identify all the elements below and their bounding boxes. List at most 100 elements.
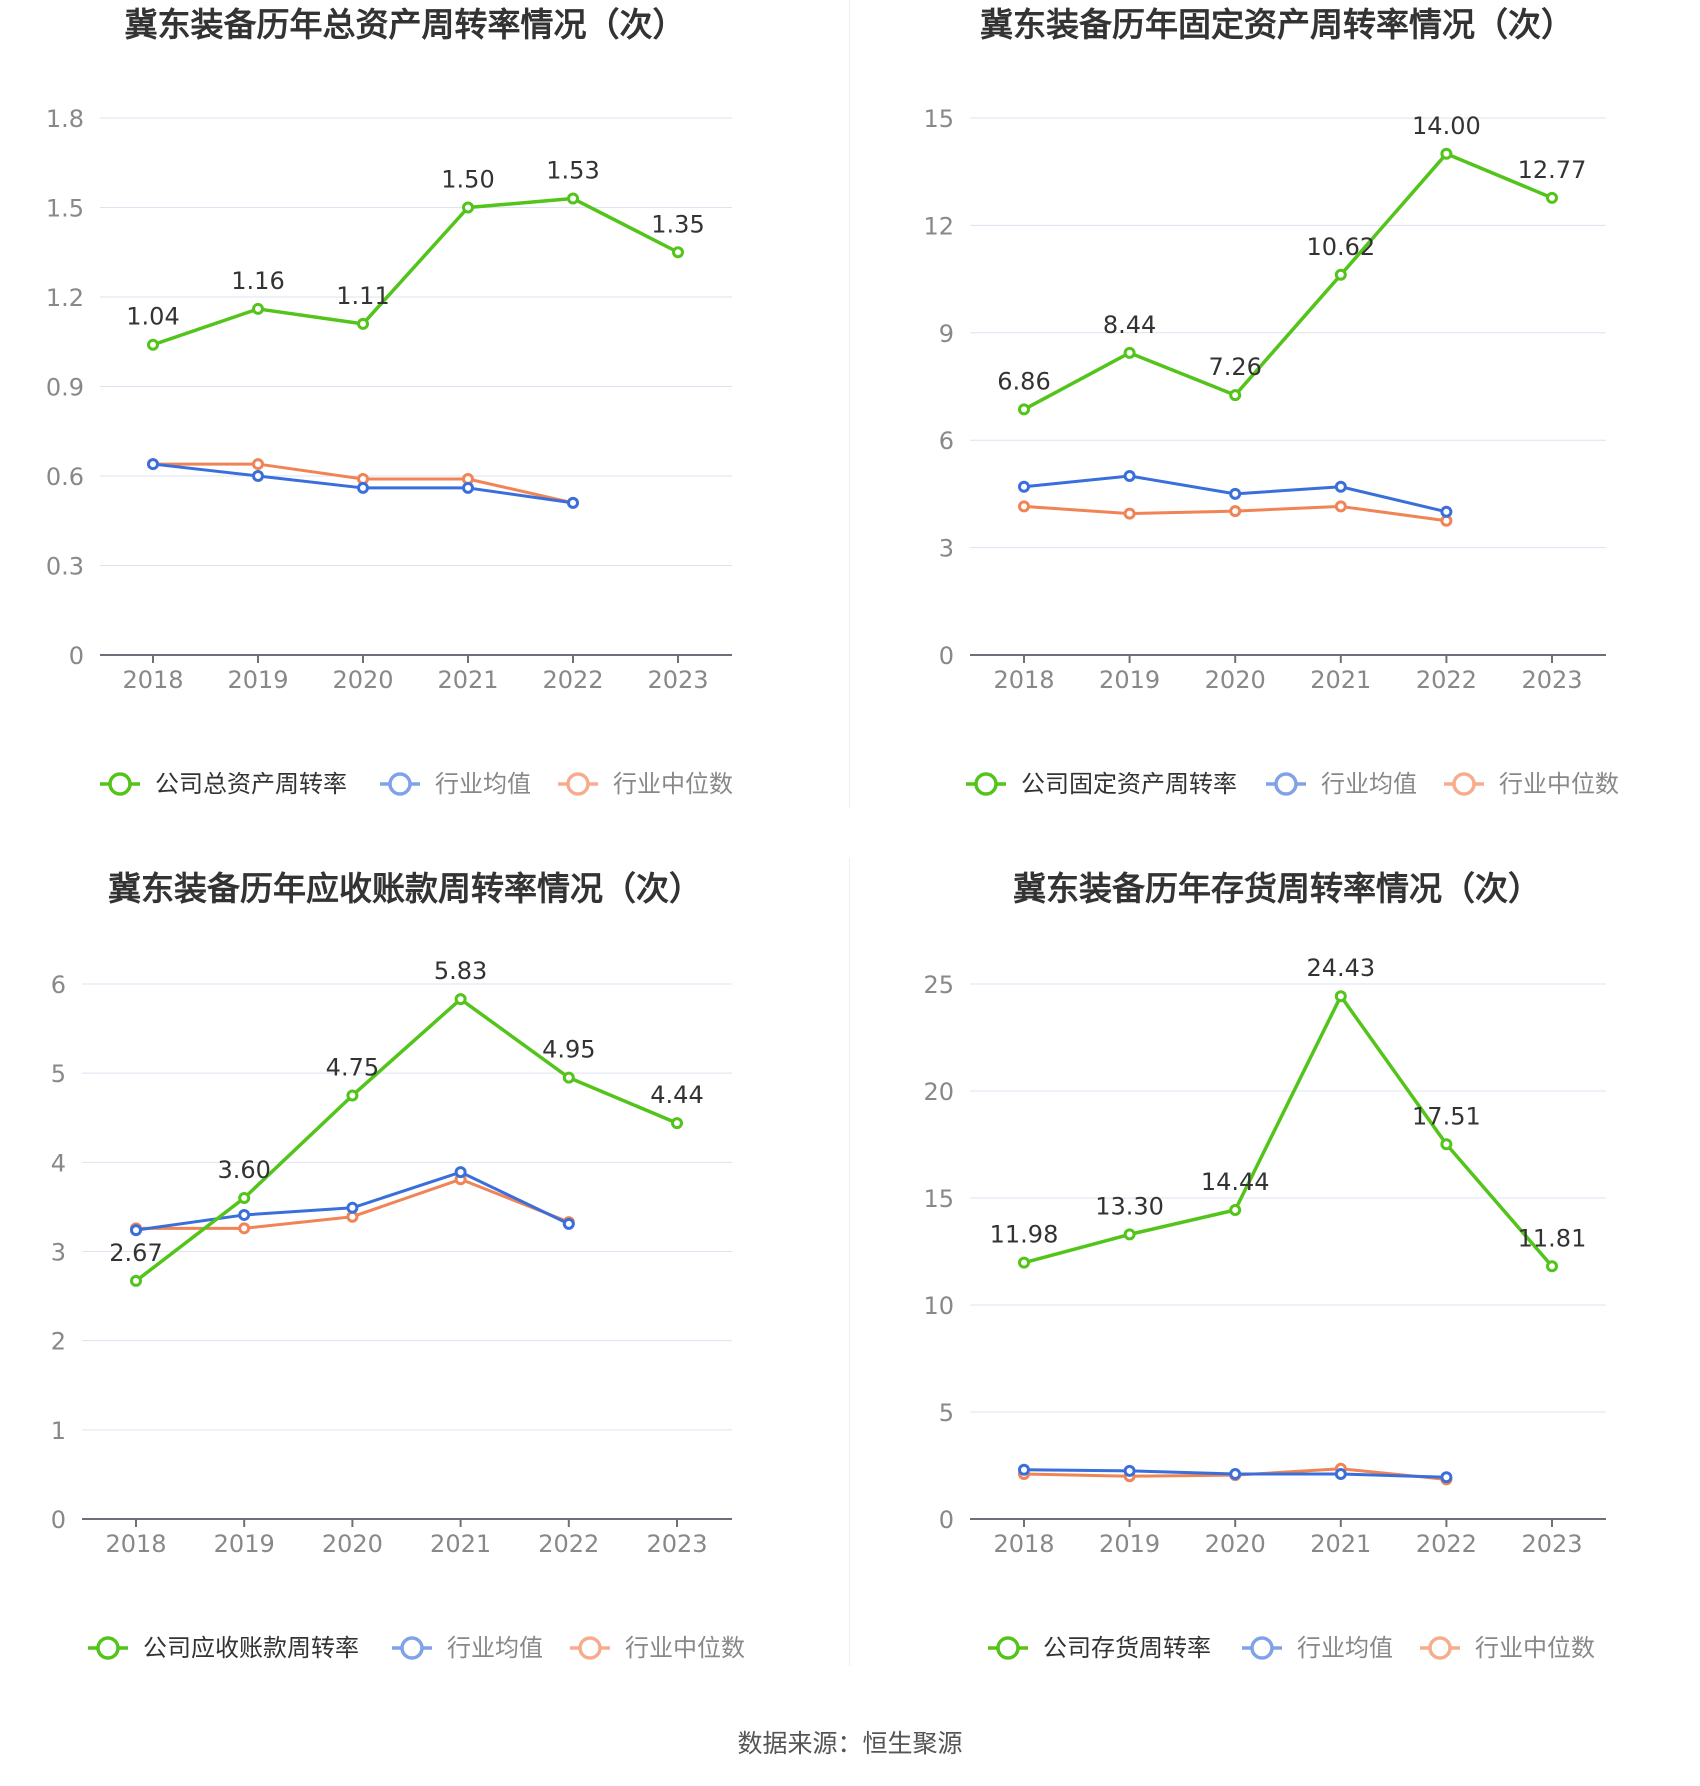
data-point-average[interactable] xyxy=(1018,1463,1030,1476)
data-point-company[interactable] xyxy=(671,1117,683,1130)
data-point-company[interactable] xyxy=(1229,1203,1242,1216)
data-point-median[interactable] xyxy=(252,458,264,471)
legend-item-average[interactable]: 行业均值 xyxy=(1242,1634,1393,1662)
data-point-company[interactable] xyxy=(252,302,264,315)
data-label: 1.04 xyxy=(126,303,179,331)
data-label: 1.16 xyxy=(231,267,284,295)
legend-label: 行业均值 xyxy=(435,770,531,798)
legend-item-average[interactable]: 行业均值 xyxy=(1266,770,1417,798)
y-tick-label: 10 xyxy=(923,1292,954,1320)
data-point-company[interactable] xyxy=(130,1274,142,1287)
y-tick-label: 2 xyxy=(51,1328,66,1356)
legend-marker xyxy=(400,1636,424,1660)
data-label: 14.44 xyxy=(1201,1168,1270,1196)
data-point-company[interactable] xyxy=(1546,1260,1558,1273)
data-point-company[interactable] xyxy=(567,192,579,205)
data-point-company[interactable] xyxy=(1440,147,1453,160)
legend-item-company[interactable]: 公司存货周转率 xyxy=(988,1634,1211,1662)
data-label: 24.43 xyxy=(1306,954,1375,982)
legend-label: 行业均值 xyxy=(447,1634,543,1662)
data-point-company[interactable] xyxy=(454,993,467,1006)
data-label: 8.44 xyxy=(1103,311,1156,339)
data-point-company[interactable] xyxy=(1018,403,1030,416)
data-label: 1.35 xyxy=(651,210,704,238)
data-point-company[interactable] xyxy=(357,317,369,330)
legend-marker xyxy=(1452,772,1476,796)
y-tick-label: 4 xyxy=(51,1149,66,1177)
data-point-company[interactable] xyxy=(462,201,474,214)
x-tick-label: 2019 xyxy=(1099,666,1160,694)
data-point-average[interactable] xyxy=(562,1217,575,1230)
legend-marker xyxy=(578,1636,602,1660)
data-point-company[interactable] xyxy=(1018,1256,1030,1269)
data-point-average[interactable] xyxy=(462,481,474,494)
y-tick-label: 15 xyxy=(923,105,954,133)
x-tick-label: 2018 xyxy=(122,666,183,694)
data-point-company[interactable] xyxy=(1334,268,1347,281)
data-point-company[interactable] xyxy=(147,338,159,351)
data-point-median[interactable] xyxy=(1123,507,1136,520)
data-point-company[interactable] xyxy=(1123,1228,1136,1241)
legend-item-median[interactable]: 行业中位数 xyxy=(1444,770,1619,798)
data-point-average[interactable] xyxy=(1334,1468,1347,1481)
data-point-company[interactable] xyxy=(562,1071,575,1084)
data-point-average[interactable] xyxy=(252,470,264,482)
x-tick-label: 2023 xyxy=(1521,1530,1582,1558)
data-point-average[interactable] xyxy=(147,458,159,471)
data-label: 5.83 xyxy=(434,957,487,985)
y-tick-label: 0 xyxy=(939,1506,954,1534)
data-point-company[interactable] xyxy=(1334,990,1347,1003)
data-point-average[interactable] xyxy=(1018,480,1030,493)
series-line-company xyxy=(134,997,678,1283)
y-tick-label: 0 xyxy=(51,1506,66,1534)
data-point-average[interactable] xyxy=(238,1208,251,1221)
legend-item-company[interactable]: 公司应收账款周转率 xyxy=(88,1634,359,1662)
chart-title: 冀东装备历年总资产周转率情况（次） xyxy=(125,5,686,44)
data-point-median[interactable] xyxy=(1018,500,1030,513)
legend-item-average[interactable]: 行业均值 xyxy=(392,1634,543,1662)
data-label: 17.51 xyxy=(1412,1102,1481,1130)
legend-item-median[interactable]: 行业中位数 xyxy=(1420,1634,1595,1662)
y-tick-label: 0 xyxy=(939,642,954,670)
y-tick-label: 3 xyxy=(939,535,954,563)
data-point-median[interactable] xyxy=(1334,500,1347,513)
data-point-company[interactable] xyxy=(346,1089,359,1102)
data-point-median[interactable] xyxy=(238,1222,251,1235)
chart-title: 冀东装备历年存货周转率情况（次） xyxy=(1013,869,1541,908)
legend-item-company[interactable]: 公司固定资产周转率 xyxy=(966,770,1237,798)
data-point-company[interactable] xyxy=(672,246,684,259)
data-point-company[interactable] xyxy=(1229,389,1242,402)
y-tick-label: 0.9 xyxy=(46,374,84,402)
chart-title: 冀东装备历年固定资产周转率情况（次） xyxy=(980,5,1574,44)
legend-label: 公司存货周转率 xyxy=(1043,1634,1211,1662)
y-tick-label: 0 xyxy=(69,642,84,670)
legend-item-median[interactable]: 行业中位数 xyxy=(570,1634,745,1662)
data-point-average[interactable] xyxy=(567,496,579,509)
data-label: 4.44 xyxy=(650,1081,703,1109)
legend-item-company[interactable]: 公司总资产周转率 xyxy=(100,770,347,798)
data-point-average[interactable] xyxy=(1123,1464,1136,1477)
data-point-average[interactable] xyxy=(1440,505,1453,518)
data-point-average[interactable] xyxy=(357,481,369,494)
legend-item-median[interactable]: 行业中位数 xyxy=(558,770,733,798)
data-point-average[interactable] xyxy=(346,1201,359,1214)
y-tick-label: 5 xyxy=(51,1060,66,1088)
data-point-average[interactable] xyxy=(1440,1471,1453,1484)
data-point-company[interactable] xyxy=(238,1192,251,1204)
data-point-average[interactable] xyxy=(1123,470,1136,482)
data-point-average[interactable] xyxy=(1229,487,1242,500)
legend-label: 行业中位数 xyxy=(613,770,733,798)
data-point-median[interactable] xyxy=(1229,505,1242,518)
data-point-average[interactable] xyxy=(1229,1468,1242,1481)
data-point-average[interactable] xyxy=(454,1166,467,1179)
data-point-average[interactable] xyxy=(130,1224,142,1237)
data-point-average[interactable] xyxy=(1334,480,1347,493)
data-point-company[interactable] xyxy=(1123,346,1136,359)
legend-item-average[interactable]: 行业均值 xyxy=(380,770,531,798)
legend-marker xyxy=(388,772,412,796)
data-point-company[interactable] xyxy=(1546,191,1558,204)
data-point-company[interactable] xyxy=(1440,1138,1453,1151)
legend-marker xyxy=(1428,1636,1452,1660)
y-tick-label: 1 xyxy=(51,1417,66,1445)
